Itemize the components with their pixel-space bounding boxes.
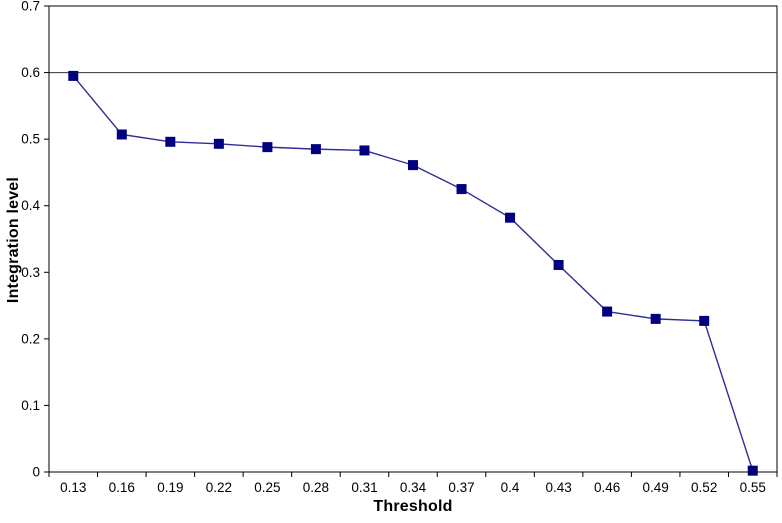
y-tick-label: 0.3 (21, 265, 40, 280)
data-point (213, 138, 224, 149)
y-tick-label: 0.7 (21, 0, 40, 14)
plot-border (48, 5, 778, 473)
data-point (359, 145, 370, 156)
y-tick-label: 0.4 (21, 198, 40, 213)
x-tick-label: 0.55 (740, 480, 766, 495)
y-tick-label: 0.5 (21, 132, 40, 147)
data-point (553, 259, 564, 270)
x-axis-title: Threshold (373, 498, 453, 515)
data-point (116, 129, 127, 140)
data-point (262, 142, 273, 153)
data-point (699, 315, 710, 326)
x-tick-label: 0.13 (60, 480, 86, 495)
x-tick-label: 0.37 (448, 480, 474, 495)
data-point (747, 465, 758, 476)
y-tick-label: 0 (32, 465, 40, 480)
x-tick-label: 0.43 (545, 480, 571, 495)
x-tick-label: 0.19 (157, 480, 183, 495)
x-tick-label: 0.34 (400, 480, 427, 495)
x-tick-label: 0.49 (643, 480, 669, 495)
y-tick-label: 0.1 (21, 398, 40, 413)
data-point (68, 70, 79, 81)
data-point (602, 306, 613, 317)
data-point (505, 212, 516, 223)
x-tick-label: 0.25 (254, 480, 280, 495)
x-tick-label: 0.31 (351, 480, 377, 495)
x-tick-label: 0.28 (303, 480, 329, 495)
y-tick-label: 0.6 (21, 65, 40, 80)
x-tick-label: 0.16 (109, 480, 135, 495)
data-point (456, 184, 467, 195)
x-tick-label: 0.4 (501, 480, 520, 495)
x-tick-label: 0.46 (594, 480, 620, 495)
x-tick-label: 0.52 (691, 480, 717, 495)
y-axis-title: Integration level (5, 176, 22, 304)
data-point (165, 136, 176, 147)
data-point (650, 313, 661, 324)
y-tick-label: 0.2 (21, 331, 40, 346)
x-tick-label: 0.22 (206, 480, 232, 495)
data-point (310, 144, 321, 155)
data-point (408, 160, 418, 171)
